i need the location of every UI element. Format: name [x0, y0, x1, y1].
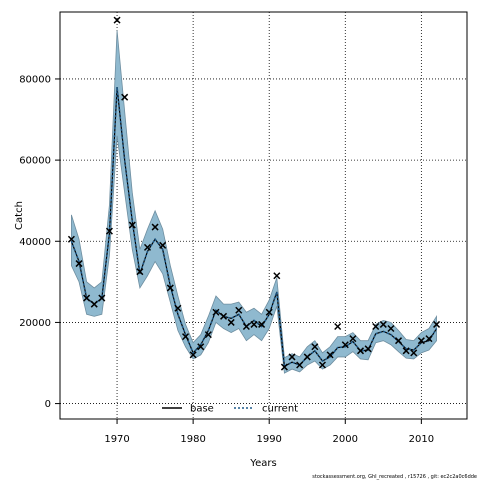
x-axis: 1970 1980 1990 2000 2010	[104, 419, 434, 445]
y-tick-label: 60000	[19, 156, 51, 167]
observed-point	[417, 337, 425, 345]
observed-point	[288, 353, 296, 361]
observed-point	[318, 361, 326, 369]
observed-point	[334, 322, 342, 331]
observed-point	[136, 268, 144, 276]
footnote: stockassessment.org, GhI_recreated , r15…	[312, 474, 477, 480]
observed-point	[204, 331, 212, 339]
observed-point	[181, 333, 190, 341]
y-tick-label: 20000	[19, 318, 51, 329]
y-tick-label: 40000	[19, 237, 51, 248]
observed-point	[410, 349, 418, 357]
observed-point	[433, 320, 441, 328]
x-tick-label: 2000	[333, 434, 358, 445]
y-axis-title: Catch	[14, 201, 25, 230]
observed-point	[258, 320, 266, 328]
observed-point	[212, 308, 220, 316]
confidence-band	[71, 30, 437, 374]
observed-point	[387, 324, 395, 333]
observed-point	[98, 294, 106, 302]
observed-point	[121, 93, 129, 101]
observed-point	[159, 241, 167, 249]
x-axis-title: Years	[249, 458, 276, 469]
x-tick-label: 2010	[409, 434, 434, 445]
x-tick-label: 1970	[104, 434, 129, 445]
observed-point	[402, 347, 410, 355]
observed-point	[174, 304, 182, 312]
observed-point	[220, 312, 228, 320]
observed-point	[242, 322, 250, 331]
observed-point	[113, 16, 121, 24]
observed-point	[250, 320, 258, 328]
legend-label-current: current	[262, 404, 298, 415]
observed-point	[75, 260, 83, 268]
observed-point	[90, 300, 98, 308]
observed-point	[128, 221, 136, 229]
observed-point	[189, 351, 197, 359]
observed-point	[425, 335, 433, 343]
observed-point	[395, 337, 403, 345]
observed-point	[166, 284, 174, 292]
observed-point	[143, 243, 152, 251]
observed-point	[273, 272, 281, 280]
observed-point	[235, 306, 243, 314]
observed-point	[197, 343, 205, 351]
x-tick-label: 1980	[180, 434, 205, 445]
x-tick-label: 1990	[256, 434, 281, 445]
observed-point	[341, 341, 349, 349]
observed-point	[349, 335, 357, 343]
series-line-current	[70, 86, 438, 368]
y-tick-label: 0	[45, 399, 51, 410]
observed-point	[372, 322, 380, 331]
observed-point	[296, 361, 304, 369]
observed-point	[83, 294, 91, 302]
legend-label-base: base	[190, 404, 214, 415]
observed-point	[364, 345, 372, 353]
plot-frame	[59, 11, 468, 420]
observed-point	[280, 363, 288, 371]
y-axis: 0 20000 40000 60000 80000	[19, 74, 60, 410]
observed-point	[356, 347, 365, 355]
observed-points	[67, 16, 441, 371]
y-tick-label: 80000	[19, 74, 51, 85]
observed-point	[326, 351, 334, 359]
legend: base current	[162, 404, 298, 415]
observed-point	[105, 227, 113, 235]
observed-point	[379, 320, 387, 328]
observed-point	[151, 223, 159, 231]
observed-point	[227, 318, 235, 326]
observed-point	[67, 235, 75, 243]
observed-point	[311, 343, 319, 351]
observed-point	[303, 353, 311, 361]
observed-point	[265, 308, 273, 316]
